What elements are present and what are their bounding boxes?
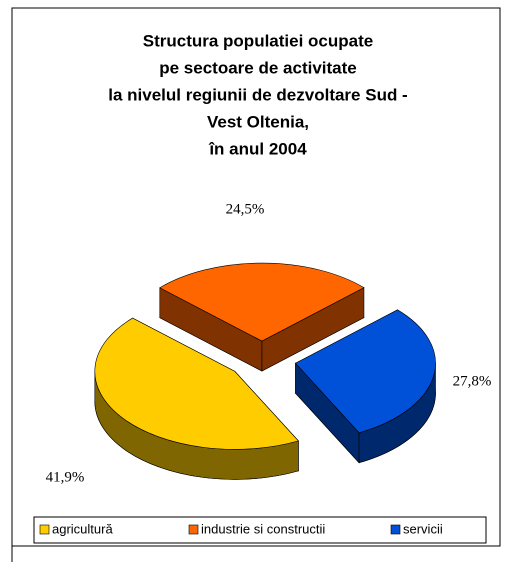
data-label: 27,8%: [453, 373, 492, 389]
slice-top: [295, 309, 436, 434]
legend-swatch: [188, 524, 199, 535]
slice-top: [94, 317, 299, 450]
slice-top: [159, 262, 365, 342]
pie-slice: [295, 309, 436, 464]
pie-slice: [159, 262, 365, 372]
data-label: 24,5%: [226, 201, 265, 217]
legend-label: servicii: [403, 521, 443, 536]
legend-box: [33, 516, 487, 544]
chart-title: la nivelul regiunii de dezvoltare Sud -: [108, 85, 407, 104]
chart-title: Vest Oltenia,: [207, 112, 309, 131]
chart-title: pe sectoare de activitate: [159, 58, 356, 77]
chart-title: Structura populatiei ocupate: [143, 31, 373, 50]
chart-title: în anul 2004: [208, 139, 307, 158]
legend-label: industrie si constructii: [201, 521, 325, 536]
data-label: 41,9%: [46, 469, 85, 485]
legend-swatch: [390, 524, 401, 535]
legend-label: agricultură: [52, 521, 113, 536]
legend-swatch: [39, 524, 50, 535]
pie-slice: [94, 317, 299, 480]
